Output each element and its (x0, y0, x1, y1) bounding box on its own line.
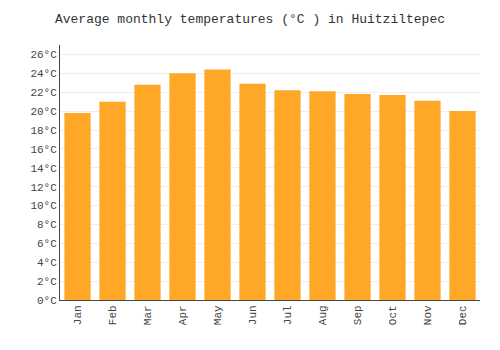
svg-text:Dec: Dec (457, 305, 469, 325)
svg-text:4°C: 4°C (37, 257, 57, 269)
svg-text:Sep: Sep (352, 305, 364, 325)
svg-text:18°C: 18°C (30, 125, 57, 137)
svg-text:0°C: 0°C (37, 295, 57, 307)
svg-text:Aug: Aug (317, 305, 329, 325)
svg-text:10°C: 10°C (30, 200, 57, 212)
svg-text:May: May (212, 305, 224, 325)
svg-text:22°C: 22°C (30, 87, 57, 99)
svg-text:14°C: 14°C (30, 163, 57, 175)
svg-text:2°C: 2°C (37, 276, 57, 288)
svg-text:12°C: 12°C (30, 182, 57, 194)
svg-text:26°C: 26°C (30, 49, 57, 61)
svg-text:Apr: Apr (177, 305, 189, 325)
svg-text:Nov: Nov (422, 305, 434, 325)
svg-text:Mar: Mar (142, 305, 154, 325)
svg-text:Feb: Feb (107, 305, 119, 325)
svg-text:20°C: 20°C (30, 106, 57, 118)
svg-text:6°C: 6°C (37, 238, 57, 250)
svg-text:Oct: Oct (387, 305, 399, 325)
svg-text:Jun: Jun (247, 305, 259, 325)
svg-text:8°C: 8°C (37, 219, 57, 231)
svg-text:Average monthly temperatures (: Average monthly temperatures (°C ) in Hu… (55, 12, 445, 27)
svg-text:Jan: Jan (72, 305, 84, 325)
svg-text:16°C: 16°C (30, 144, 57, 156)
svg-text:24°C: 24°C (30, 68, 57, 80)
svg-text:Jul: Jul (282, 305, 294, 325)
